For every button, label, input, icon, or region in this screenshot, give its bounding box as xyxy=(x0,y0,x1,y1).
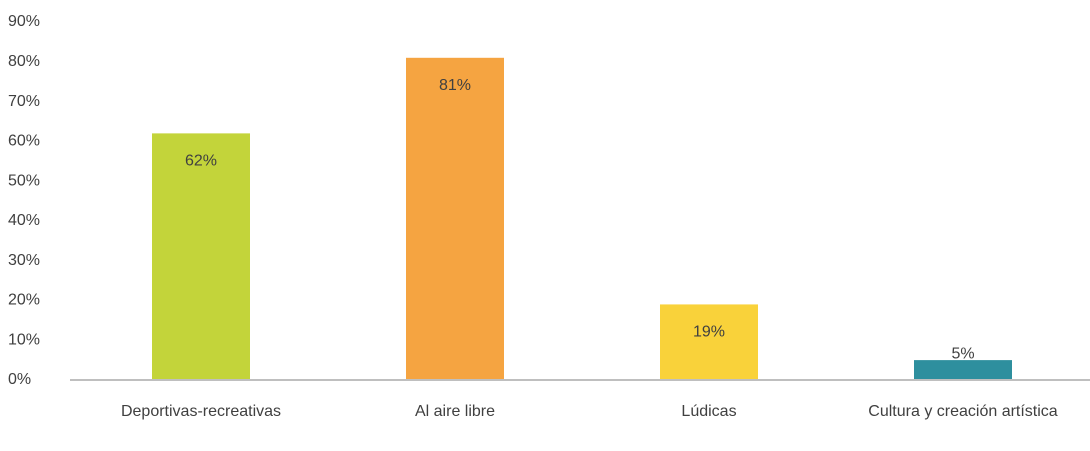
x-tick-label: Al aire libre xyxy=(414,403,496,420)
y-tick-label: 90% xyxy=(8,13,40,30)
y-tick-label: 40% xyxy=(8,212,40,229)
y-tick-label: 80% xyxy=(8,53,40,70)
data-label: 62% xyxy=(185,153,217,170)
x-tick-label: Cultura y creación artística xyxy=(868,403,1058,420)
y-tick-label: 0% xyxy=(8,371,31,388)
y-tick-label: 30% xyxy=(8,252,40,269)
bar xyxy=(660,304,758,380)
x-tick-label: Lúdicas xyxy=(681,403,737,420)
data-label: 5% xyxy=(951,345,974,362)
data-label: 81% xyxy=(439,77,471,94)
y-tick-label: 50% xyxy=(8,172,40,189)
y-tick-label: 60% xyxy=(8,133,40,150)
y-tick-label: 10% xyxy=(8,331,40,348)
bar xyxy=(914,360,1012,380)
y-tick-label: 20% xyxy=(8,292,40,309)
x-tick-label: Deportivas-recreativas xyxy=(120,403,282,420)
bar xyxy=(406,57,504,381)
data-label: 19% xyxy=(693,324,725,341)
bar xyxy=(152,133,250,380)
y-tick-label: 70% xyxy=(8,93,40,110)
